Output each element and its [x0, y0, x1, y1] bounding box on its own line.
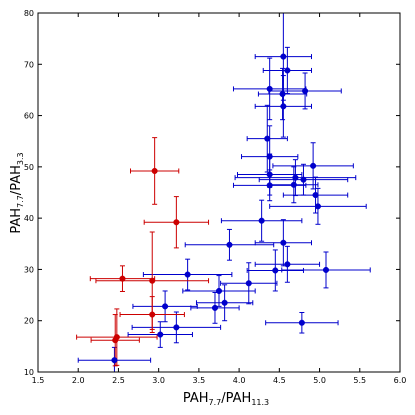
data-point: [151, 167, 158, 175]
y-tick-label: 10: [24, 368, 34, 377]
data-point: [290, 181, 297, 188]
x-tick-label: 3.0: [152, 376, 165, 385]
plot-frame: [37, 12, 401, 373]
data-point: [111, 357, 118, 364]
data-point: [266, 85, 273, 92]
x-tick-label: 3.5: [193, 376, 206, 385]
x-axis-title: PAH7.7/PAH11.3: [183, 391, 269, 407]
data-point: [302, 87, 309, 95]
y-tick-label: 50: [24, 163, 34, 172]
data-point: [266, 153, 273, 160]
data-point: [322, 266, 330, 273]
data-point: [298, 319, 305, 326]
data-point: [157, 331, 164, 338]
data-point: [173, 324, 180, 331]
data-point: [284, 67, 291, 74]
x-tick-label: 4.0: [233, 376, 246, 385]
x-tick-label: 5.5: [353, 376, 366, 385]
y-tick-label: 70: [24, 60, 34, 69]
data-point: [245, 280, 252, 287]
y-axis-title: PAH7.7/PAH3.3: [9, 152, 25, 233]
data-point: [149, 277, 156, 284]
x-tick-label: 6.0: [394, 376, 407, 385]
data-point: [215, 287, 223, 295]
data-point: [226, 241, 233, 248]
data-point: [279, 90, 286, 98]
x-axis-ticks: 1.5 2.0 2.5 3.0 3.5 4.0 4.5 5.0 5.5 6.0: [32, 13, 407, 385]
y-tick-label: 80: [24, 9, 34, 18]
data-point: [292, 174, 299, 181]
x-tick-label: 5.0: [313, 376, 326, 385]
data-point: [280, 53, 287, 60]
x-tick-label: 2.5: [112, 376, 125, 385]
x-tick-label: 1.5: [32, 376, 45, 385]
data-point: [266, 171, 273, 178]
data-point: [280, 103, 287, 110]
data-point: [312, 192, 319, 199]
data-point: [173, 219, 180, 226]
data-point: [112, 337, 119, 344]
data-point: [310, 162, 317, 169]
data-point: [221, 299, 228, 306]
error-bars: [76, 12, 371, 372]
data-point: [280, 239, 287, 246]
data-point: [266, 182, 273, 189]
data-point: [300, 176, 307, 183]
data-point: [184, 271, 191, 278]
x-tick-label: 2.0: [72, 376, 85, 385]
y-tick-label: 60: [24, 112, 34, 121]
x-tick-label: 4.5: [273, 376, 286, 385]
data-point: [211, 304, 219, 311]
data-point: [162, 303, 169, 310]
data-point: [258, 217, 265, 224]
data-point: [149, 311, 156, 318]
y-tick-label: 30: [24, 265, 34, 274]
y-tick-label: 40: [24, 214, 34, 223]
data-point: [314, 203, 321, 210]
y-axis-ticks: 10 20 30 40 50 60 70 80: [24, 9, 400, 377]
data-point: [264, 135, 271, 142]
data-point: [272, 267, 279, 274]
data-point: [284, 261, 291, 268]
data-points: [111, 53, 330, 364]
data-point: [119, 275, 126, 282]
y-tick-label: 20: [24, 317, 34, 326]
